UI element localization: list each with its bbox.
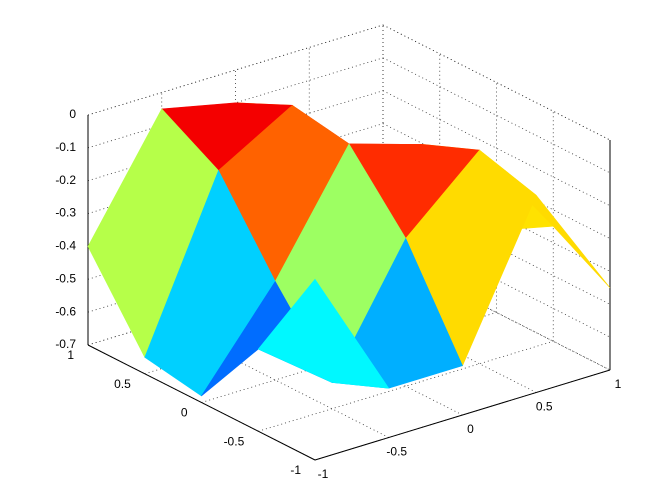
box-edge [382,24,611,141]
z-tick-label: 0 [69,107,76,121]
grid-line [382,221,611,338]
z-tick-label: -0.2 [55,173,76,187]
z-tick-label: -0.3 [55,206,76,220]
x-axis [314,369,611,461]
y-axis [87,344,316,461]
z-tick-label: -0.5 [55,271,76,285]
grid-line [382,188,611,305]
z-tick-label: -0.4 [55,239,76,253]
grid-line [382,156,611,272]
grid-line [382,57,611,174]
grid-line [87,24,384,116]
x-tick-label: -0.5 [386,445,407,459]
x-tick-label: -1 [318,467,329,481]
grid-line [382,90,611,207]
z-tick-label: -0.6 [55,304,76,318]
z-tick-label: -0.1 [55,140,76,154]
grid-line [382,123,611,239]
y-tick-label: -1 [290,463,301,477]
box-edge [87,24,384,116]
y-tick-label: -0.5 [224,434,245,448]
grid-line [382,254,611,371]
y-tick-label: 0 [181,406,188,420]
x-tick-label: 0 [467,422,474,436]
y-tick-label: 1 [67,348,74,362]
x-tick-label: 0.5 [536,400,553,414]
y-tick-label: 0.5 [114,377,131,391]
z-tick-label: -0.7 [55,337,76,351]
x-tick-label: 1 [615,377,622,391]
surface [87,102,611,397]
surface-facet [257,278,390,389]
